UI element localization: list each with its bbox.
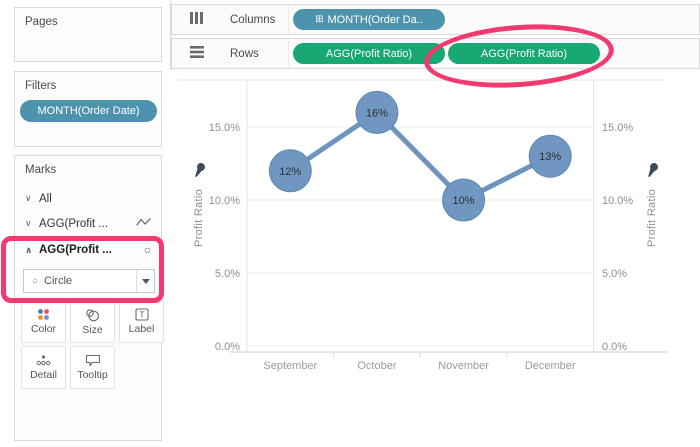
filters-shelf[interactable]: Filters MONTH(Order Date)	[14, 71, 162, 147]
filters-title: Filters	[25, 80, 57, 92]
marks-row-all[interactable]: ∨ All	[15, 186, 161, 211]
label-icon: T	[134, 308, 149, 321]
columns-shelf-label: Columns	[230, 13, 276, 26]
tooltip-button[interactable]: Tooltip	[70, 346, 115, 389]
rows-pill-1-label: AGG(Profit Ratio)	[325, 47, 413, 60]
pin-icon-right[interactable]	[645, 162, 659, 179]
detail-button-label: Detail	[30, 369, 57, 381]
month-label: November	[438, 360, 489, 372]
month-label: September	[263, 360, 317, 372]
rows-pill-zone: AGG(Profit Ratio) AGG(Profit Ratio)	[288, 39, 699, 68]
left-axis-tick-label: 10.0%	[209, 195, 240, 207]
worksheet-view: 0.0% 0.0% 5.0% 5.0% 10.0% 10.0% 15.0% 15.0% Sept…	[170, 70, 700, 447]
columns-pill-zone: ⊞ MONTH(Order Da..	[288, 5, 699, 34]
marks-row-agg-profit-circle[interactable]: ∧ AGG(Profit ... ○	[15, 236, 161, 264]
detail-button[interactable]: Detail	[21, 346, 66, 389]
filter-pill-label: MONTH(Order Date)	[37, 105, 140, 117]
left-axis-title: Profit Ratio	[193, 189, 205, 247]
columns-pill-month-order-date[interactable]: ⊞ MONTH(Order Da..	[293, 9, 445, 30]
marks-row-all-label: All	[39, 192, 52, 205]
data-point-october[interactable]	[355, 90, 399, 134]
size-icon	[85, 308, 100, 322]
mark-type-dropdown-value: Circle	[44, 275, 73, 287]
circle-mark-icon: ○	[32, 275, 39, 287]
left-axis-tick-label: 0.0%	[215, 341, 240, 353]
pin-icon-left[interactable]	[192, 162, 206, 179]
data-point-november[interactable]	[442, 178, 486, 222]
color-button-label: Color	[30, 323, 57, 335]
mark-type-dropdown[interactable]: ○ Circle	[23, 269, 155, 293]
rows-icon	[190, 45, 204, 63]
right-axis-tick-label: 10.0%	[602, 195, 633, 207]
line-mark-icon	[136, 217, 151, 230]
right-axis-tick-label: 15.0%	[602, 122, 633, 134]
data-point-september[interactable]	[268, 149, 312, 193]
chevron-down-icon: ∨	[25, 193, 32, 203]
marks-card: Marks ∨ All ∨ AGG(Profit ... ∧ AGG(Profi…	[14, 155, 164, 441]
label-button[interactable]: T Label	[119, 300, 164, 343]
marks-title: Marks	[25, 164, 57, 176]
month-label: October	[357, 360, 396, 372]
columns-shelf[interactable]: Columns ⊞ MONTH(Order Da..	[171, 4, 700, 35]
rows-pill-agg-profit-ratio-1[interactable]: AGG(Profit Ratio)	[293, 43, 445, 64]
pages-shelf[interactable]: Pages	[14, 7, 162, 62]
rows-pill-agg-profit-ratio-2[interactable]: AGG(Profit Ratio)	[448, 43, 600, 64]
left-axis-tick-label: 5.0%	[215, 268, 240, 280]
label-button-label: Label	[128, 323, 155, 335]
profit-ratio-chart: 0.0% 0.0% 5.0% 5.0% 10.0% 10.0% 15.0% 15.0% Sept…	[178, 79, 667, 372]
filter-pill-month-order-date[interactable]: MONTH(Order Date)	[20, 100, 157, 122]
left-axis-tick-label: 15.0%	[209, 122, 240, 134]
right-axis-tick-label: 5.0%	[602, 268, 627, 280]
circle-mark-icon: ○	[143, 243, 151, 257]
columns-pill-label: MONTH(Order Da..	[327, 13, 423, 26]
detail-icon	[36, 354, 51, 367]
profit-ratio-line	[287, 109, 553, 203]
data-point-december[interactable]	[528, 134, 572, 178]
marks-row-agg-circle-label: AGG(Profit ...	[39, 244, 112, 256]
rows-shelf-label: Rows	[230, 47, 259, 60]
right-axis-title: Profit Ratio	[646, 189, 658, 247]
chevron-up-icon: ∧	[25, 244, 33, 255]
expand-plus-icon[interactable]: ⊞	[315, 14, 324, 25]
rows-shelf[interactable]: Rows AGG(Profit Ratio) AGG(Profit Ratio)	[171, 38, 700, 69]
chevron-down-icon: ∨	[25, 218, 32, 228]
color-button[interactable]: Color	[21, 300, 66, 343]
tooltip-icon	[85, 354, 101, 367]
color-icon	[37, 308, 50, 321]
pages-title: Pages	[25, 16, 58, 28]
marks-row-agg-line-label: AGG(Profit ...	[39, 217, 109, 230]
dropdown-caret-icon[interactable]	[136, 270, 154, 292]
month-label: December	[525, 360, 576, 372]
svg-text:T: T	[139, 310, 144, 320]
rows-pill-2-label: AGG(Profit Ratio)	[480, 47, 568, 60]
tooltip-button-label: Tooltip	[77, 369, 108, 381]
point-label: 13%	[539, 151, 561, 163]
point-label: 12%	[279, 166, 301, 178]
size-button-label: Size	[82, 323, 103, 336]
point-label: 16%	[366, 107, 388, 119]
right-axis-tick-label: 0.0%	[602, 341, 627, 353]
point-label: 10%	[453, 195, 475, 207]
columns-icon	[190, 11, 204, 29]
size-button[interactable]: Size	[70, 300, 115, 343]
marks-row-agg-profit-line[interactable]: ∨ AGG(Profit ...	[15, 211, 161, 236]
